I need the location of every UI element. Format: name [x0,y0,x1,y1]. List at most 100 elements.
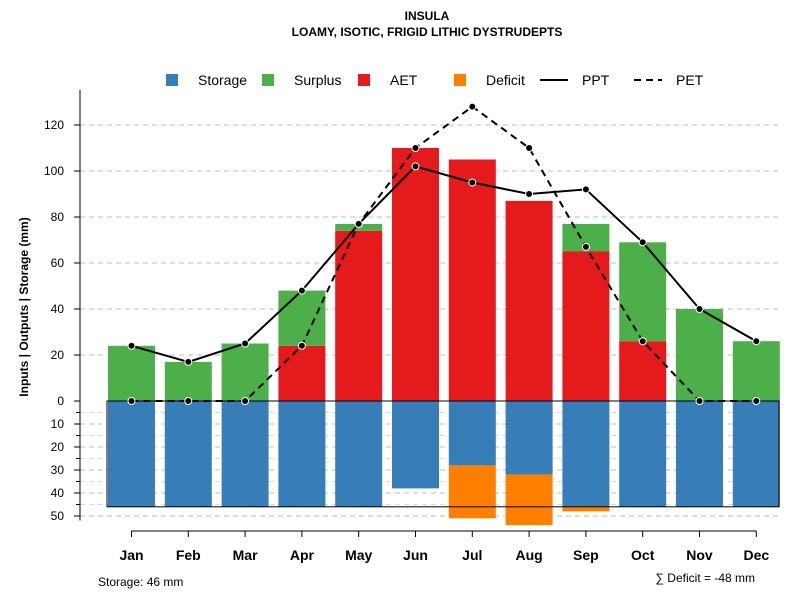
x-tick-label: Dec [743,547,769,563]
storage-bar [221,401,269,507]
pet-point [695,397,704,405]
storage-bar [278,401,326,507]
aet-bar [505,200,553,401]
pet-point [127,397,136,405]
ppt-point [581,185,590,194]
ppt-point [695,305,704,313]
chart-title: INSULA [405,9,450,23]
ppt-line [131,165,757,363]
legend-item-surplus: Surplus [262,72,341,88]
pet-point [297,341,306,350]
ppt-point [468,178,477,187]
ppt-point [184,357,193,366]
y-tick-label: 10 [51,417,65,431]
storage-bar [164,401,212,507]
y-axis-label: Inputs | Outputs | Storage (mm) [17,217,31,396]
ppt-point [241,339,250,348]
storage-bar [448,401,496,466]
storage-bar [505,401,553,475]
legend-item-pet: PET [634,72,704,88]
pet-point [581,242,590,251]
lines [127,102,761,405]
x-tick-label: Apr [290,547,315,563]
y-tick-label: 40 [51,486,65,500]
legend-label: PPT [582,72,610,88]
legend-item-aet: AET [358,72,418,88]
pet-point [525,144,534,152]
aet-bar [278,345,326,401]
x-tick-label: Mar [233,547,258,563]
y-tick-label: 120 [44,118,64,132]
y-tick-label: 50 [51,509,65,523]
legend: Storage Surplus AET Deficit PPT PET [166,72,704,88]
pet-line [131,105,757,402]
x-tick-label: Jan [119,547,143,563]
pet-point [184,397,193,405]
pet-point [411,144,420,152]
ppt-point [638,238,647,247]
chart-subtitle: LOAMY, ISOTIC, FRIGID LITHIC DYSTRUDEPTS [292,25,563,39]
surplus-bar [221,343,269,401]
aet-bar [392,148,439,401]
pet-point [468,102,477,111]
y-tick-label: 0 [57,394,64,408]
ppt-point [127,341,136,350]
x-tick-label: May [345,547,372,563]
axes: 0 20 40 60 80 100 120 10 20 30 40 50 Jan Feb Mar Apr May… [44,90,769,563]
surplus-bar [676,309,723,401]
bars [108,148,780,526]
legend-label: Storage [198,72,247,88]
storage-bar [335,401,383,507]
deficit-bar [562,506,610,512]
legend-swatch [166,74,178,86]
ppt-point [354,219,363,228]
pet-point [638,337,647,346]
ppt-point [752,337,761,346]
x-tick-label: Feb [176,547,201,563]
legend-swatch [262,74,274,86]
y-tick-label: 40 [51,302,65,316]
legend-label: Surplus [294,72,341,88]
surplus-bar [164,361,212,401]
ppt-point [297,286,306,295]
storage-bar [562,401,610,507]
legend-item-storage: Storage [166,72,247,88]
x-tick-label: Oct [631,547,655,563]
ppt-point [411,162,420,171]
y-tick-label: 20 [51,348,65,362]
storage-note: Storage: 46 mm [98,575,183,589]
legend-swatch [358,74,370,86]
aet-bar [335,230,383,401]
surplus-bar [619,242,667,342]
legend-item-deficit: Deficit [454,72,525,88]
deficit-bar [448,465,496,519]
y-tick-label: 20 [51,440,65,454]
legend-swatch [454,74,466,86]
deficit-note: ∑ Deficit = -48 mm [655,571,755,585]
aet-bar [562,251,610,401]
x-tick-label: Nov [686,547,713,563]
legend-item-ppt: PPT [540,72,610,88]
y-tick-label: 60 [51,256,65,270]
legend-label: Deficit [486,72,525,88]
storage-bar [676,401,723,507]
pet-point [752,397,761,405]
aet-bar [619,341,667,401]
y-tick-label: 30 [51,463,65,477]
storage-bar [619,401,667,507]
storage-bar [392,401,439,489]
deficit-bar [505,474,553,526]
surplus-bar [732,341,780,401]
surplus-bar [108,345,155,401]
y-tick-label: 100 [44,164,64,178]
y-tick-label: 80 [51,210,65,224]
ppt-point [525,190,534,198]
storage-bar [732,401,780,507]
surplus-bar [278,290,326,346]
x-tick-label: Aug [515,547,542,563]
x-tick-label: Sep [573,547,599,563]
legend-label: AET [390,72,418,88]
x-tick-label: Jul [462,547,482,563]
legend-label: PET [676,72,704,88]
